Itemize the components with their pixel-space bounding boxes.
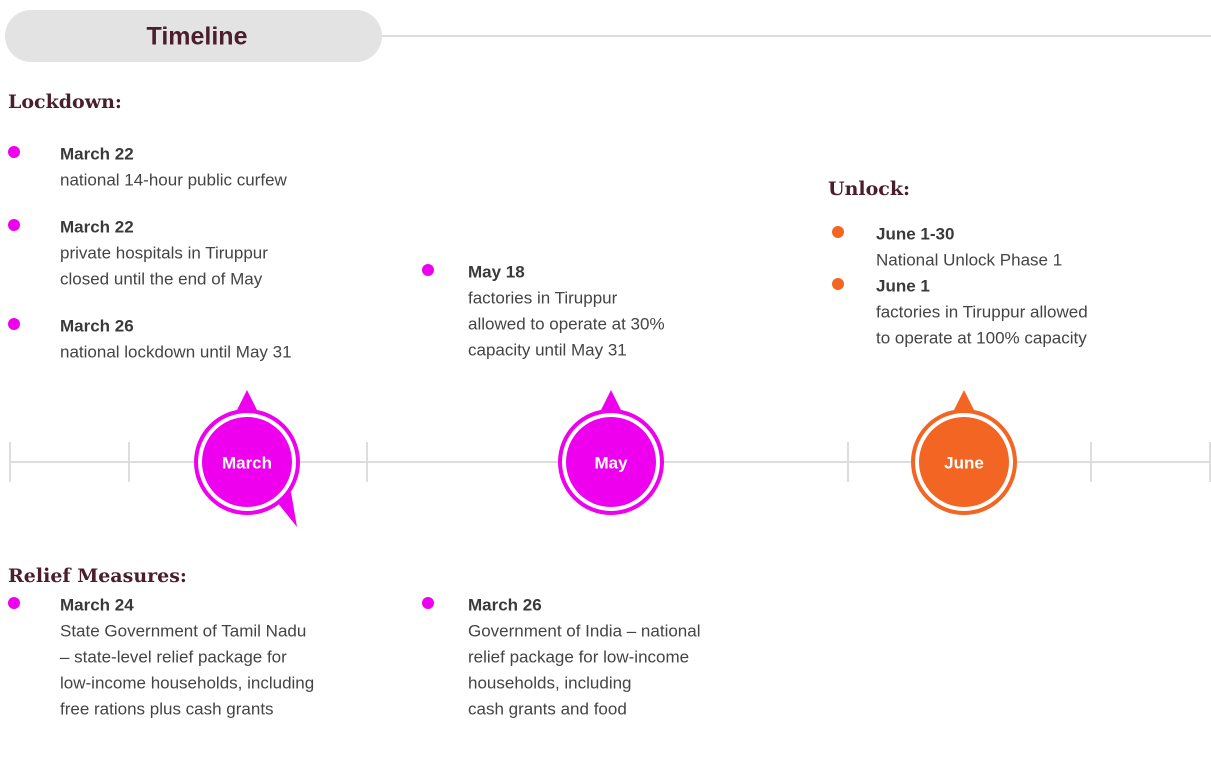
item-date: June 1-30 — [876, 224, 954, 243]
bullet — [422, 264, 434, 276]
item-text: national 14-hour public curfew — [60, 170, 288, 189]
header-title: Timeline — [147, 23, 248, 51]
bullet — [8, 146, 20, 158]
item-date: March 26 — [468, 595, 542, 614]
axis-ticks — [9, 442, 1211, 482]
marker-core — [202, 417, 292, 507]
item-date: May 18 — [468, 262, 525, 281]
bullet — [8, 318, 20, 330]
bullet — [422, 597, 434, 609]
header-pill — [5, 10, 382, 62]
item-text: free rations plus cash grants — [60, 699, 274, 718]
item-text: allowed to operate at 30% — [468, 314, 665, 333]
item-text: factories in Tiruppur — [468, 288, 618, 307]
item-text: State Government of Tamil Nadu — [60, 621, 306, 640]
item-text: factories in Tiruppur allowed — [876, 302, 1088, 321]
bullet — [8, 219, 20, 231]
marker-label: March — [222, 453, 272, 472]
item-text: – state-level relief package for — [60, 647, 287, 666]
marker-pointer — [953, 390, 975, 412]
item-text: private hospitals in Tiruppur — [60, 243, 268, 262]
bullet — [8, 597, 20, 609]
marker-pointer — [600, 390, 622, 412]
item-date: March 26 — [60, 316, 134, 335]
item-text: to operate at 100% capacity — [876, 328, 1087, 347]
marker-core — [919, 417, 1009, 507]
bullet — [832, 278, 844, 290]
bullet — [832, 226, 844, 238]
section-title: Unlock: — [828, 178, 910, 200]
item-text: low-income households, including — [60, 673, 314, 692]
marker-label: May — [594, 453, 628, 472]
item-text: cash grants and food — [468, 699, 627, 718]
item-text: closed until the end of May — [60, 269, 263, 288]
item-text: Government of India – national — [468, 621, 700, 640]
section-title: Lockdown: — [8, 91, 122, 113]
item-date: March 24 — [60, 595, 134, 614]
item-text: relief package for low-income — [468, 647, 689, 666]
item-text: households, including — [468, 673, 632, 692]
marker-core — [566, 417, 656, 507]
item-text: National Unlock Phase 1 — [876, 250, 1062, 269]
item-date: June 1 — [876, 276, 930, 295]
marker-label: June — [944, 453, 984, 472]
item-text: capacity until May 31 — [468, 340, 627, 359]
item-text: national lockdown until May 31 — [60, 342, 292, 361]
item-date: March 22 — [60, 217, 134, 236]
item-date: March 22 — [60, 144, 134, 163]
section-title: Relief Measures: — [8, 565, 187, 587]
marker-pointer — [236, 390, 258, 412]
